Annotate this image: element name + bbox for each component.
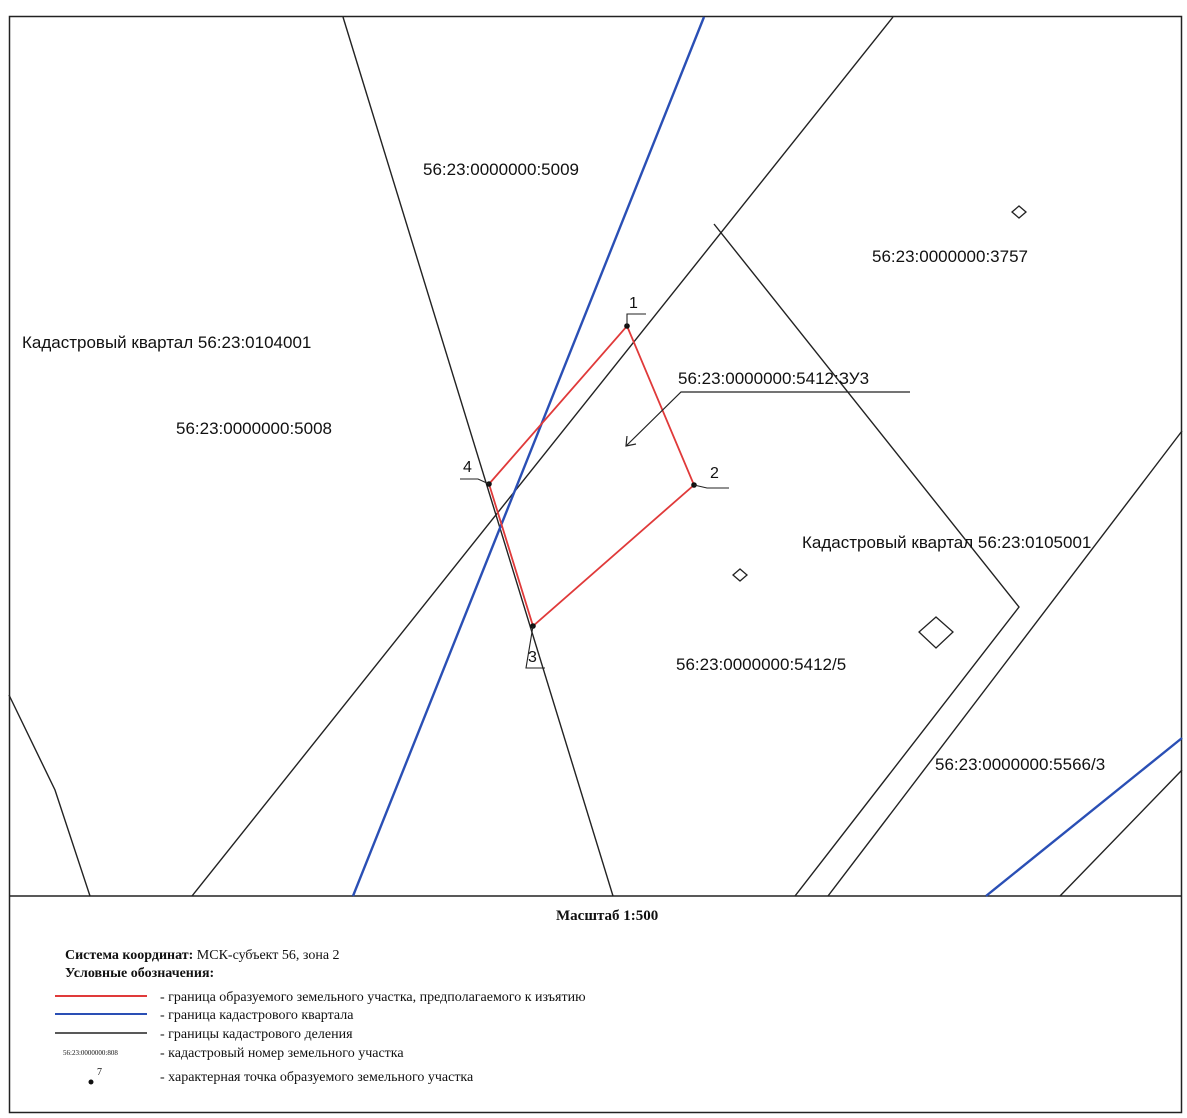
division-line-parcel-3757 — [713, 223, 1020, 897]
label-leader-zu3 — [625, 391, 910, 447]
quarter-boundary-southeast — [985, 737, 1183, 897]
division-line-diagonal — [191, 16, 894, 897]
building-marker-1 — [1011, 205, 1027, 219]
legend-sample-number: 56:23:0000000:808 — [63, 1049, 118, 1057]
legend-item-red: - граница образуемого земельного участка… — [160, 990, 586, 1005]
legend-dot-sample: 7 — [97, 1067, 102, 1078]
division-line-west — [342, 16, 614, 897]
point-4-label: 4 — [463, 459, 472, 476]
scale-label: Масштаб 1:500 — [556, 908, 658, 924]
label-parcel-5412-5: 56:23:0000000:5412/5 — [676, 655, 846, 674]
legend: Условные обозначения: - граница образуем… — [55, 966, 586, 1085]
label-parcel-5412-zu3: 56:23:0000000:5412:ЗУ3 — [678, 369, 869, 388]
division-line-southwest — [8, 694, 91, 897]
legend-item-blue: - граница кадастрового квартала — [160, 1008, 354, 1023]
cadastral-division-lines — [8, 16, 1183, 897]
point-3-label: 3 — [528, 649, 537, 666]
coordinate-system-value: МСК-субъект 56, зона 2 — [193, 948, 339, 963]
map-frame — [8, 15, 1183, 1114]
label-parcel-5566-3: 56:23:0000000:5566/3 — [935, 755, 1105, 774]
label-parcel-5009: 56:23:0000000:5009 — [423, 160, 579, 179]
map-labels: 56:23:0000000:5009 56:23:0000000:3757 Ка… — [22, 160, 1105, 774]
division-line-east-2 — [1059, 769, 1183, 897]
label-quarter-west: Кадастровый квартал 56:23:0104001 — [22, 333, 311, 352]
characteristic-points: 1 2 3 4 — [460, 295, 729, 669]
building-markers — [732, 205, 1027, 649]
coordinate-system: Система координат: МСК-субъект 56, зона … — [65, 948, 340, 963]
quarter-boundaries — [351, 16, 1183, 897]
legend-title: Условные обозначения: — [65, 966, 214, 981]
legend-dot-swatch — [88, 1079, 94, 1085]
label-parcel-5008: 56:23:0000000:5008 — [176, 419, 332, 438]
legend-item-black: - границы кадастрового деления — [160, 1027, 353, 1042]
legend-item-number: - кадастровый номер земельного участка — [160, 1046, 404, 1061]
division-line-east-1 — [827, 430, 1183, 897]
label-quarter-east: Кадастровый квартал 56:23:0105001 — [802, 533, 1091, 552]
coordinate-system-label: Система координат: — [65, 948, 193, 963]
point-2-label: 2 — [710, 465, 719, 482]
building-marker-2 — [732, 568, 748, 582]
building-marker-3 — [918, 616, 954, 649]
point-1-label: 1 — [629, 295, 638, 312]
label-parcel-3757: 56:23:0000000:3757 — [872, 247, 1028, 266]
quarter-boundary-main — [351, 16, 706, 897]
legend-item-dot: - характерная точка образуемого земельно… — [160, 1070, 474, 1085]
